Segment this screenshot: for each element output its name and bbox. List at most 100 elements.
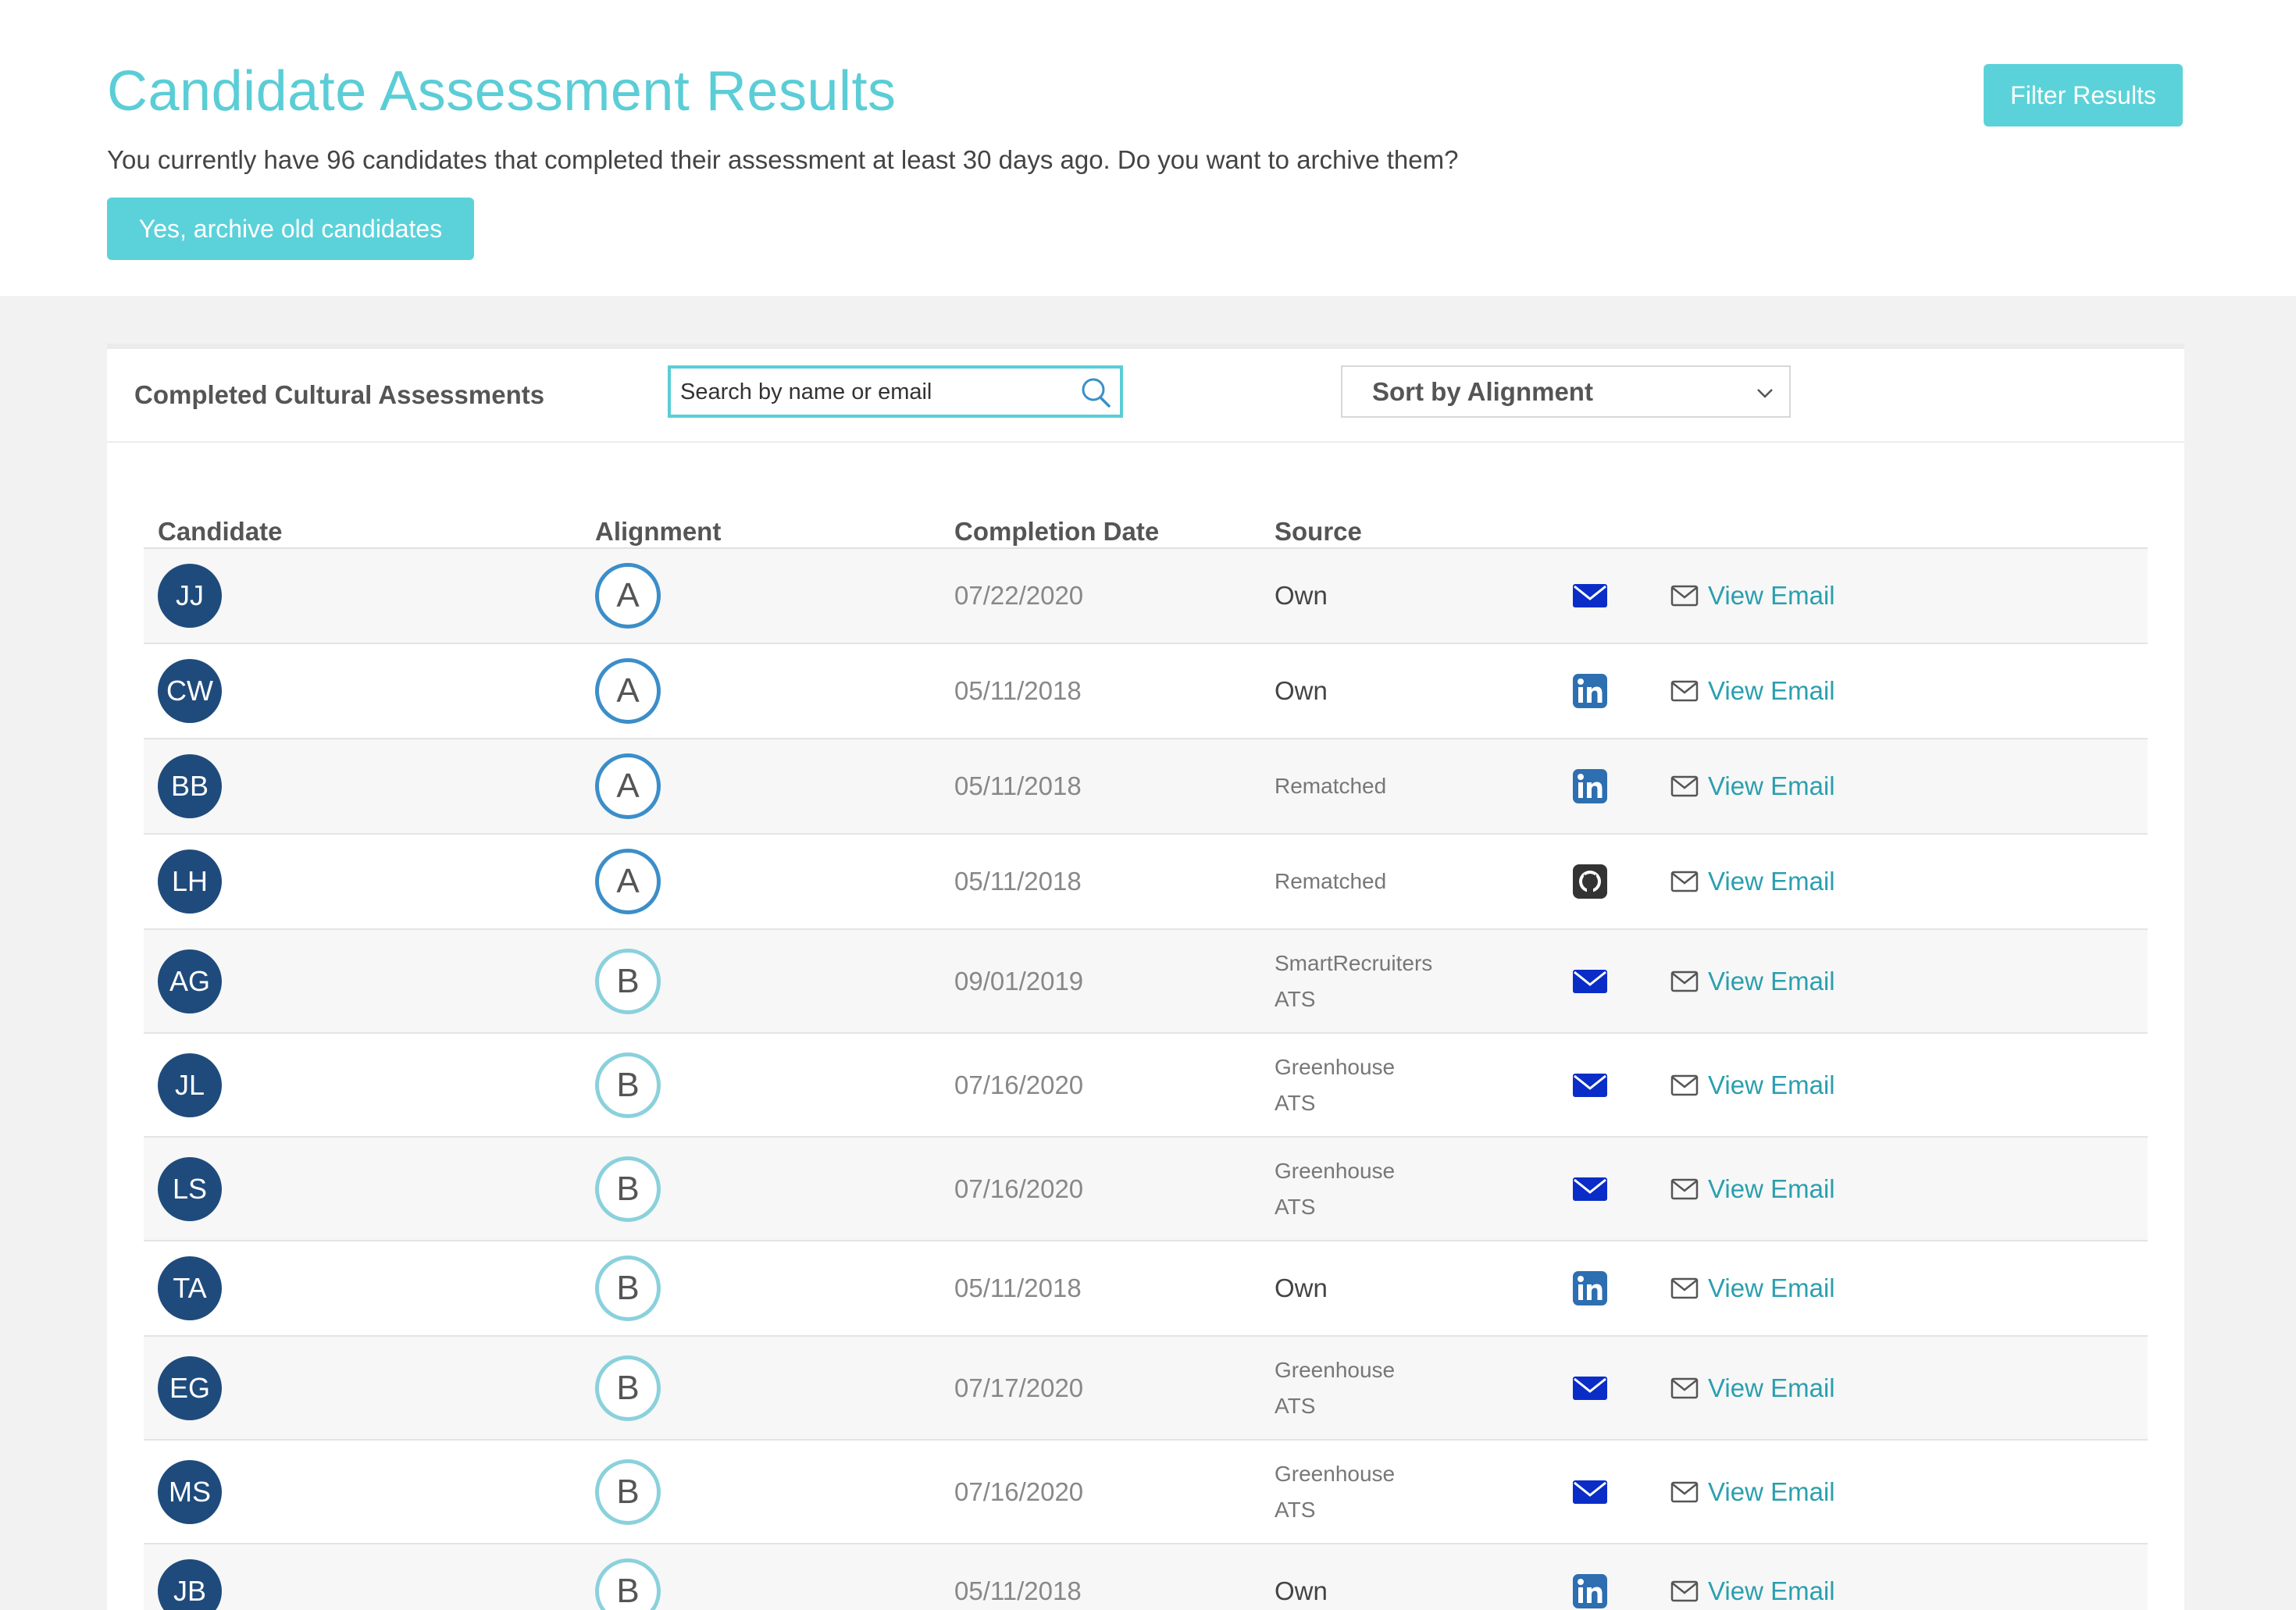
view-email-link[interactable]: View Email — [1670, 1070, 1835, 1100]
view-email-link[interactable]: View Email — [1670, 1576, 1835, 1606]
view-email-label: View Email — [1708, 771, 1835, 800]
view-email-label: View Email — [1708, 1070, 1835, 1099]
source-label: Rematched — [1275, 869, 1387, 893]
linkedin-icon[interactable] — [1571, 1573, 1609, 1610]
email-icon[interactable] — [1571, 1067, 1609, 1104]
view-email-label: View Email — [1708, 867, 1835, 896]
mail-outline-icon — [1670, 1074, 1699, 1095]
view-email-link[interactable]: View Email — [1670, 676, 1835, 706]
avatar[interactable]: AG — [158, 949, 222, 1013]
alignment-grade-badge: B — [595, 1156, 661, 1222]
view-email-link[interactable]: View Email — [1670, 1174, 1835, 1204]
table-row[interactable]: JJ A 07/22/2020 Own View Email — [144, 549, 2148, 644]
page-header: Candidate Assessment Results You current… — [0, 0, 2296, 296]
avatar[interactable]: TA — [158, 1256, 222, 1320]
completion-date: 05/11/2018 — [954, 771, 1082, 800]
page-title: Candidate Assessment Results — [107, 60, 897, 123]
source-label: SmartRecruiters ATS — [1275, 950, 1433, 1011]
view-email-label: View Email — [1708, 966, 1835, 996]
table-row[interactable]: LS B 07/16/2020 Greenhouse ATS View Email — [144, 1138, 2148, 1241]
completion-date: 09/01/2019 — [954, 966, 1084, 996]
source-label: Greenhouse ATS — [1275, 1461, 1396, 1522]
completion-date: 07/16/2020 — [954, 1174, 1084, 1203]
table-row[interactable]: JL B 07/16/2020 Greenhouse ATS View Email — [144, 1034, 2148, 1138]
alignment-grade-badge: B — [595, 1052, 661, 1118]
email-icon[interactable] — [1571, 1473, 1609, 1511]
avatar[interactable]: JL — [158, 1053, 222, 1117]
completion-date: 05/11/2018 — [954, 867, 1082, 896]
avatar[interactable]: JJ — [158, 564, 222, 628]
column-header-completion-date[interactable]: Completion Date — [954, 517, 1160, 546]
view-email-label: View Email — [1708, 1174, 1835, 1203]
view-email-link[interactable]: View Email — [1670, 1477, 1835, 1507]
search-icon[interactable] — [1078, 375, 1114, 411]
candidate-table-body: JJ A 07/22/2020 Own View Email CW A 05/11/2018 O… — [144, 549, 2148, 1610]
search-input[interactable] — [680, 376, 1055, 408]
source-label: Greenhouse ATS — [1275, 1054, 1396, 1115]
mail-outline-icon — [1670, 1178, 1699, 1199]
email-icon[interactable] — [1571, 963, 1609, 1000]
email-icon[interactable] — [1571, 1170, 1609, 1208]
chevron-down-icon — [1757, 389, 1773, 398]
avatar[interactable]: CW — [158, 659, 222, 723]
filter-results-button[interactable]: Filter Results — [1984, 64, 2183, 126]
completion-date: 07/16/2020 — [954, 1070, 1084, 1099]
source-label: Greenhouse ATS — [1275, 1357, 1396, 1418]
view-email-link[interactable]: View Email — [1670, 771, 1835, 801]
archive-button[interactable]: Yes, archive old candidates — [107, 198, 474, 260]
avatar[interactable]: MS — [158, 1459, 222, 1524]
column-header-source[interactable]: Source — [1275, 517, 1362, 546]
mail-outline-icon — [1670, 871, 1699, 892]
table-row[interactable]: TA B 05/11/2018 Own View Email — [144, 1241, 2148, 1337]
avatar[interactable]: LS — [158, 1156, 222, 1221]
alignment-grade-badge: B — [595, 1355, 661, 1421]
completion-date: 05/11/2018 — [954, 1576, 1082, 1605]
view-email-label: View Email — [1708, 676, 1835, 705]
table-row[interactable]: BB A 05/11/2018 Rematched View Email — [144, 739, 2148, 835]
completion-date: 05/11/2018 — [954, 1273, 1082, 1302]
source-label: Own — [1275, 581, 1328, 610]
avatar[interactable]: LH — [158, 850, 222, 914]
mail-outline-icon — [1670, 775, 1699, 797]
table-row[interactable]: JB B 05/11/2018 Own View Email — [144, 1544, 2148, 1610]
mail-outline-icon — [1670, 1377, 1699, 1398]
completion-date: 07/22/2020 — [954, 581, 1084, 610]
avatar[interactable]: JB — [158, 1559, 222, 1610]
view-email-label: View Email — [1708, 1373, 1835, 1402]
table-row[interactable]: LH A 05/11/2018 Rematched View Email — [144, 835, 2148, 930]
mail-outline-icon — [1670, 1277, 1699, 1299]
table-row[interactable]: AG B 09/01/2019 SmartRecruiters ATS View Emai… — [144, 930, 2148, 1034]
linkedin-icon[interactable] — [1571, 1270, 1609, 1307]
view-email-link[interactable]: View Email — [1670, 1273, 1835, 1303]
alignment-grade-badge: A — [595, 658, 661, 724]
view-email-link[interactable]: View Email — [1670, 967, 1835, 996]
mail-outline-icon — [1670, 680, 1699, 702]
column-header-alignment[interactable]: Alignment — [595, 517, 722, 546]
linkedin-icon[interactable] — [1571, 672, 1609, 710]
mail-outline-icon — [1670, 1481, 1699, 1502]
search-box[interactable] — [668, 365, 1123, 418]
avatar[interactable]: EG — [158, 1355, 222, 1420]
view-email-label: View Email — [1708, 1476, 1835, 1506]
table-row[interactable]: EG B 07/17/2020 Greenhouse ATS View Email — [144, 1337, 2148, 1441]
email-icon[interactable] — [1571, 577, 1609, 614]
avatar[interactable]: BB — [158, 754, 222, 818]
email-icon[interactable] — [1571, 1370, 1609, 1407]
github-icon[interactable] — [1571, 863, 1609, 900]
source-label: Greenhouse ATS — [1275, 1158, 1396, 1219]
view-email-link[interactable]: View Email — [1670, 581, 1835, 611]
table-header: Candidate Alignment Completion Date Sour… — [144, 478, 2148, 549]
table-row[interactable]: MS B 07/16/2020 Greenhouse ATS View Email — [144, 1441, 2148, 1544]
sort-select[interactable]: Sort by Alignment — [1341, 365, 1791, 418]
alignment-grade-badge: B — [595, 1459, 661, 1525]
column-header-candidate[interactable]: Candidate — [158, 517, 283, 546]
source-label: Own — [1275, 1576, 1328, 1605]
view-email-label: View Email — [1708, 1273, 1835, 1302]
source-label: Own — [1275, 676, 1328, 705]
panel-toolbar: Completed Cultural Assessments Sort by A… — [107, 349, 2184, 443]
view-email-link[interactable]: View Email — [1670, 1373, 1835, 1403]
completion-date: 05/11/2018 — [954, 676, 1082, 705]
linkedin-icon[interactable] — [1571, 768, 1609, 805]
table-row[interactable]: CW A 05/11/2018 Own View Email — [144, 644, 2148, 739]
view-email-link[interactable]: View Email — [1670, 867, 1835, 896]
